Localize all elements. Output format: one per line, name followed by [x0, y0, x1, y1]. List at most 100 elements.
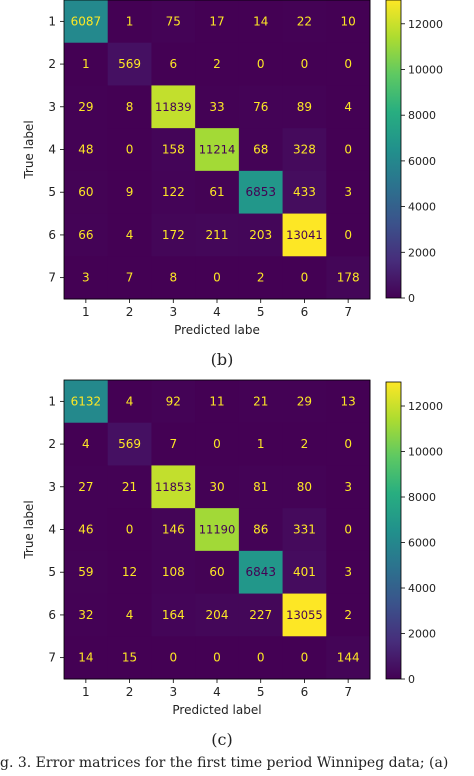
heatmap-cell: [107, 0, 152, 44]
colorbar-tick-label: 8000: [408, 109, 436, 122]
cell-value-label: 15: [122, 651, 137, 665]
cell-value-label: 10: [341, 14, 356, 28]
colorbar-tick-label: 8000: [408, 491, 436, 504]
heatmap-cell: [151, 465, 196, 509]
cell-value-label: 11190: [199, 523, 236, 537]
heatmap-cell: [64, 636, 109, 680]
cell-value-label: 6132: [71, 394, 102, 408]
cell-value-label: 6087: [71, 14, 102, 28]
heatmap-cell: [64, 256, 109, 300]
y-tick-label: 5: [48, 185, 56, 199]
heatmap-cell: [282, 0, 327, 44]
y-tick-label: 5: [48, 565, 56, 579]
y-tick-label: 4: [48, 143, 56, 157]
colorbar-tick-label: 12000: [408, 18, 443, 31]
cell-value-label: 14: [253, 14, 268, 28]
x-tick-label: 1: [82, 685, 90, 699]
cell-value-label: 2: [213, 57, 221, 71]
heatmap-cell: [64, 128, 109, 172]
heatmap-cell: [151, 256, 196, 300]
heatmap-cell: [195, 380, 240, 424]
cell-value-label: 401: [293, 565, 316, 579]
cell-value-label: 60: [209, 565, 224, 579]
x-tick-label: 3: [169, 305, 177, 319]
cell-value-label: 27: [78, 480, 93, 494]
heatmap-cell: [326, 593, 371, 637]
heatmap-cell: [326, 42, 371, 86]
heatmap-cell: [107, 380, 152, 424]
cell-value-label: 227: [249, 608, 272, 622]
heatmap-cell: [282, 42, 327, 86]
cell-value-label: 30: [209, 480, 224, 494]
heatmap-cell: [238, 508, 284, 552]
confusion-matrix-figure: 6087 1 75 17 14 22 101 569 6 2 0 0 029 8 11839 33 76 89 44…: [22, 0, 443, 749]
cell-value-label: 75: [166, 14, 181, 28]
colorbar: [385, 381, 402, 680]
y-axis-label: True label: [22, 500, 36, 559]
heatmap-cell: [107, 465, 152, 509]
heatmap-cell: [195, 636, 240, 680]
cell-value-label: 14: [78, 651, 93, 665]
cell-value-label: 0: [301, 57, 309, 71]
heatmap-cell: [151, 42, 196, 86]
colorbar: [385, 0, 402, 299]
y-tick-label: 1: [48, 394, 56, 408]
heatmap-cell: [238, 550, 284, 595]
cell-value-label: 433: [293, 185, 316, 199]
cell-value-label: 331: [293, 523, 316, 537]
cell-value-label: 203: [249, 228, 272, 242]
cell-value-label: 569: [118, 57, 141, 71]
cell-value-label: 21: [122, 480, 137, 494]
cell-value-label: 8: [126, 100, 134, 114]
cell-value-label: 4: [126, 228, 134, 242]
colorbar-tick-label: 6000: [408, 155, 436, 168]
heatmap-cell: [238, 85, 284, 129]
colorbar-tick-label: 4000: [408, 582, 436, 595]
y-axis-label: True label: [22, 120, 36, 179]
heatmap-cell: [195, 85, 240, 129]
cell-value-label: 11214: [199, 143, 236, 157]
heatmap-cell: [282, 593, 327, 637]
heatmap-cell: [326, 636, 371, 680]
heatmap-cell: [326, 213, 371, 257]
heatmap-cell: [151, 593, 196, 637]
cell-value-label: 66: [78, 228, 93, 242]
heatmap-cell: [107, 42, 152, 86]
cell-value-label: 3: [82, 271, 90, 285]
cell-value-label: 86: [253, 523, 268, 537]
x-axis-label: Predicted labe: [174, 323, 260, 337]
cell-value-label: 2: [257, 271, 265, 285]
cell-value-label: 92: [166, 394, 181, 408]
cell-value-label: 4: [344, 100, 352, 114]
colorbar-tick-label: 12000: [408, 400, 443, 413]
heatmap-cell: [326, 550, 371, 595]
cell-value-label: 13041: [286, 228, 323, 242]
cell-value-label: 13055: [286, 608, 323, 622]
heatmap-cell: [238, 0, 284, 44]
x-tick-label: 4: [213, 685, 221, 699]
panel-caption: (c): [211, 730, 232, 749]
cell-value-label: 0: [126, 143, 134, 157]
cell-value-label: 59: [78, 565, 93, 579]
heatmap-cell: [107, 213, 152, 257]
cell-value-label: 1: [126, 14, 134, 28]
heatmap-cell: [238, 636, 284, 680]
heatmap-cell: [238, 380, 284, 424]
cell-value-label: 1: [82, 57, 90, 71]
cell-value-label: 172: [162, 228, 185, 242]
cell-value-label: 1: [257, 437, 265, 451]
cell-value-label: 7: [169, 437, 177, 451]
heatmap-cell: [238, 42, 284, 86]
colorbar-tick-label: 0: [408, 673, 415, 686]
colorbar-tick-label: 2000: [408, 246, 436, 259]
heatmap-cell: [238, 465, 284, 509]
heatmap-cell: [151, 170, 196, 215]
heatmap-cell: [326, 170, 371, 215]
heatmap-cell: [326, 85, 371, 129]
cell-value-label: 2: [344, 608, 352, 622]
heatmap-cell: [151, 422, 196, 466]
heatmap-cell: [282, 380, 327, 424]
cell-value-label: 89: [297, 100, 312, 114]
cell-value-label: 9: [126, 185, 134, 199]
heatmap-cell: [151, 636, 196, 680]
